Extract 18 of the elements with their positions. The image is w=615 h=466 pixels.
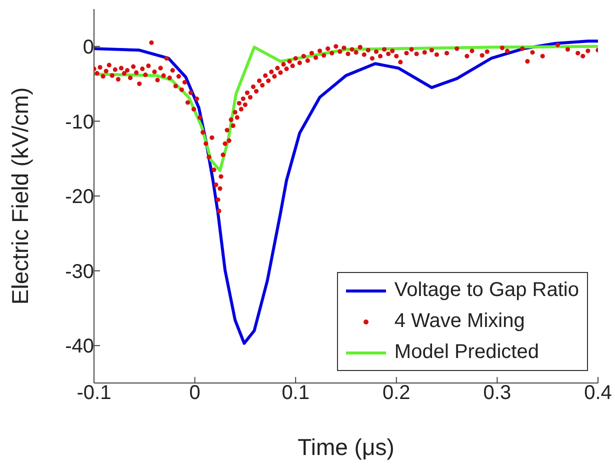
y-tick-label: -10 (65, 111, 94, 134)
x-tick-label: 0.1 (282, 382, 310, 404)
y-tick-label: -20 (65, 186, 94, 208)
x-axis-title: Time (μs) (298, 434, 394, 460)
x-tick-label: 0.2 (382, 382, 410, 404)
y-tick-label: -30 (65, 260, 94, 283)
line-series (94, 40, 598, 345)
y-axis-title: Electric Field (kV/cm) (7, 87, 33, 305)
line-series (94, 44, 598, 172)
x-tick-label: 0.4 (584, 382, 612, 404)
y-tick-label: 0 (82, 36, 94, 58)
x-tick-label: -0.1 (76, 382, 112, 404)
y-tick-label: -40 (65, 336, 94, 358)
x-tick-label: 0 (189, 382, 200, 404)
legend-label: Voltage to Gap Ratio (394, 279, 579, 302)
legend-label: Model Predicted (394, 341, 539, 364)
x-tick-label: 0.3 (483, 382, 512, 404)
legend-label: 4 Wave Mixing (394, 310, 525, 333)
